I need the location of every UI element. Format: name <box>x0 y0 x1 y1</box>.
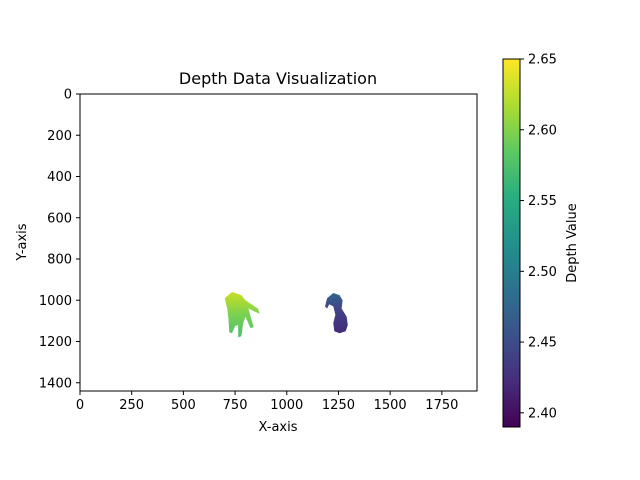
x-tick-label: 1250 <box>322 398 355 413</box>
depth-region-left-hand <box>224 292 260 338</box>
chart-title: Depth Data Visualization <box>179 69 377 88</box>
x-tick-label: 500 <box>171 398 196 413</box>
y-ticks: 0 200 400 600 800 1000 1200 1400 <box>39 88 80 391</box>
plot-area <box>79 93 478 392</box>
colorbar-ticks: 2.40 2.45 2.50 2.55 2.60 2.65 <box>520 53 557 421</box>
x-tick-label: 750 <box>223 398 248 413</box>
y-tick-label: 800 <box>47 253 72 268</box>
x-tick-label: 1750 <box>425 398 458 413</box>
x-tick-label: 0 <box>76 398 84 413</box>
y-tick-label: 1200 <box>39 335 72 350</box>
colorbar <box>502 58 521 428</box>
y-tick-label: 1400 <box>39 376 72 391</box>
colorbar-tick-label: 2.50 <box>528 265 557 280</box>
y-tick-label: 600 <box>47 211 72 226</box>
x-tick-label: 250 <box>119 398 144 413</box>
x-tick-label: 1000 <box>270 398 303 413</box>
colorbar-tick-label: 2.65 <box>528 53 557 68</box>
x-axis-label: X-axis <box>259 420 298 435</box>
colorbar-tick-label: 2.45 <box>528 336 557 351</box>
colorbar-tick-label: 2.40 <box>528 406 557 421</box>
colorbar-tick-label: 2.60 <box>528 123 557 138</box>
colorbar-tick-label: 2.55 <box>528 194 557 209</box>
regions-layer <box>224 292 348 338</box>
x-tick-label: 1500 <box>374 398 407 413</box>
y-tick-label: 1000 <box>39 294 72 309</box>
colorbar-label: Depth Value <box>565 203 580 282</box>
y-tick-label: 400 <box>47 170 72 185</box>
y-tick-label: 0 <box>64 88 72 103</box>
x-ticks: 0 250 500 750 1000 1250 1500 1750 <box>76 391 458 413</box>
y-tick-label: 200 <box>47 129 72 144</box>
depth-region-right-hand <box>325 293 348 334</box>
y-axis-label: Y-axis <box>15 223 30 261</box>
